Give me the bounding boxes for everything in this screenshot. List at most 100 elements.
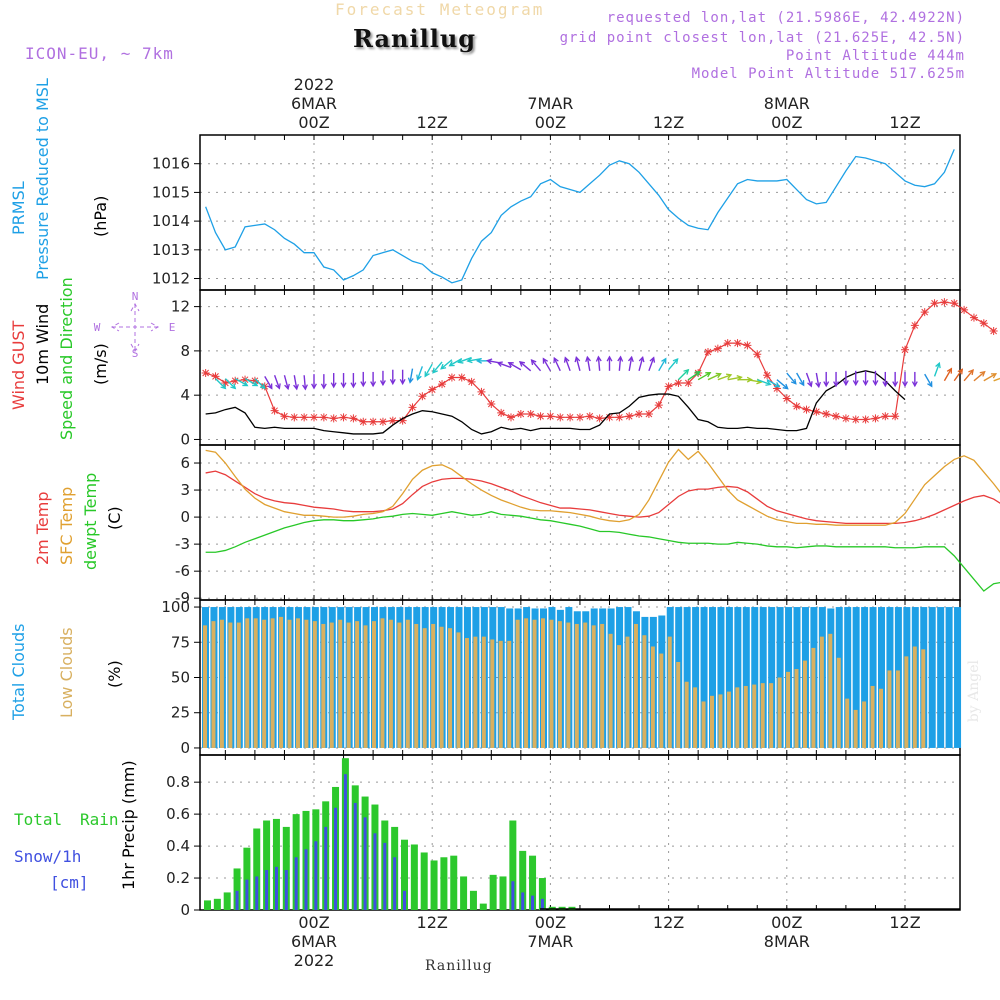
gust-marker [290, 413, 299, 422]
total-cloud-bar [844, 607, 852, 748]
wind-barb [449, 358, 463, 367]
total-cloud-label: Total Clouds [9, 624, 28, 722]
wind-barb-head [320, 383, 327, 390]
gust-marker [881, 412, 890, 421]
x-bottom-label: 2022 [294, 951, 335, 970]
wind-barb-head [892, 381, 899, 388]
low-cloud-bar [211, 621, 216, 748]
wind-barb [618, 356, 622, 371]
gust-marker [861, 415, 870, 424]
gust-marker [960, 305, 969, 314]
total-cloud-bar [852, 607, 860, 748]
x-top-label: 7MAR [527, 94, 573, 113]
low-cloud-bar [862, 701, 867, 748]
gust-marker [723, 339, 732, 348]
snow-bar [255, 876, 259, 910]
wind-barb-head [746, 376, 753, 383]
wind-barb-head [782, 383, 789, 390]
rain-bar [253, 828, 261, 910]
gust-marker [447, 373, 456, 382]
total-cloud-bar [717, 607, 725, 748]
wind-barb [707, 373, 721, 381]
wind-barb-head [872, 380, 879, 387]
low-cloud-bar [245, 618, 250, 748]
total-cloud-bar [700, 607, 708, 748]
panel-wind: 0 4 8 12 [171, 289, 961, 448]
wind-barb-head [259, 383, 266, 390]
compass-n: N [132, 290, 139, 303]
wind-barb-head [799, 380, 805, 387]
wind-barb [542, 358, 552, 372]
wind-barb [943, 368, 953, 382]
total-cloud-bar [742, 607, 750, 748]
snow-bar [343, 774, 347, 910]
low-cloud-bar [490, 639, 495, 748]
low-cloud-bar [802, 660, 807, 748]
snow-label: Snow/1h [14, 847, 81, 866]
low-cloud-bar [794, 669, 799, 748]
wind-barb [687, 371, 701, 381]
low-cloud-bar [921, 649, 926, 748]
wind-barb-head [389, 379, 396, 386]
gust-marker [763, 371, 772, 380]
wind-barb-head [715, 372, 722, 379]
low-cloud-bar [726, 691, 731, 748]
wind-barb [519, 361, 532, 372]
wind-barb-head [815, 381, 821, 389]
panel-frame [199, 444, 961, 601]
wind-barb-head [416, 374, 422, 381]
low-cloud-bar [828, 633, 833, 748]
wind-barb [757, 379, 771, 386]
wind-barb-head [466, 357, 473, 364]
wind-barb-head [350, 382, 357, 389]
gust-marker [713, 344, 722, 353]
low-cloud-bar [887, 670, 892, 748]
direction-label: Speed and Direction [57, 277, 76, 440]
x-top-label: 2022 [294, 75, 335, 94]
y-tick-label: 0 [180, 430, 190, 448]
gust-marker [526, 410, 535, 418]
low-cloud-bar [355, 621, 360, 748]
gust-marker [201, 369, 210, 378]
low-cloud-bar [650, 646, 655, 748]
low-cloud-bar [836, 657, 841, 748]
wind-barb-head [957, 368, 964, 375]
gust-marker [457, 373, 466, 382]
gust-marker [546, 412, 555, 421]
gust-marker [378, 417, 387, 426]
wind-barb [564, 357, 571, 372]
compass-arrows [110, 302, 160, 353]
low-cloud-bar [895, 670, 900, 748]
x-bottom-label: 12Z [417, 913, 448, 932]
gust-marker [270, 406, 279, 415]
wind-barb-head [407, 377, 414, 384]
pressure-line [205, 149, 955, 284]
wind-barb-head [649, 356, 656, 363]
low-cloud-bar [481, 636, 486, 748]
wind-barb [531, 359, 542, 372]
wind-barb [697, 372, 711, 381]
gust-marker [438, 380, 447, 389]
low-cloud-bar [295, 618, 300, 748]
wind-barb [805, 372, 812, 387]
wind-barb-head [683, 368, 690, 375]
wind-barb-head [242, 380, 249, 387]
wind-speed-line [205, 370, 906, 435]
wind-barb [717, 374, 732, 381]
rain-bar [430, 860, 438, 910]
low-cloud-bar [617, 645, 622, 748]
wind-barb-head [990, 373, 998, 379]
wind-barb [575, 357, 581, 372]
total-cloud-bar [751, 607, 759, 748]
gust-marker [704, 348, 712, 356]
low-cloud-bar [710, 695, 714, 748]
y-tick-label: 0.8 [166, 773, 190, 791]
wind-barb-head [424, 371, 430, 378]
gust-marker [300, 413, 309, 422]
wind-barb [815, 372, 820, 387]
wind-barb [254, 378, 266, 389]
wind-barb-head [496, 361, 503, 367]
model-label: ICON-EU, ~ 7km [25, 44, 174, 63]
snow-bar [304, 849, 308, 910]
rain-bar [529, 855, 537, 910]
